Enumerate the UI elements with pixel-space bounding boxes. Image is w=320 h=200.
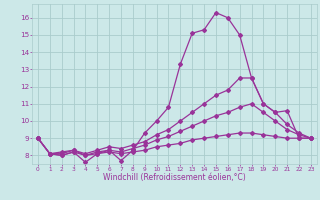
X-axis label: Windchill (Refroidissement éolien,°C): Windchill (Refroidissement éolien,°C)	[103, 173, 246, 182]
